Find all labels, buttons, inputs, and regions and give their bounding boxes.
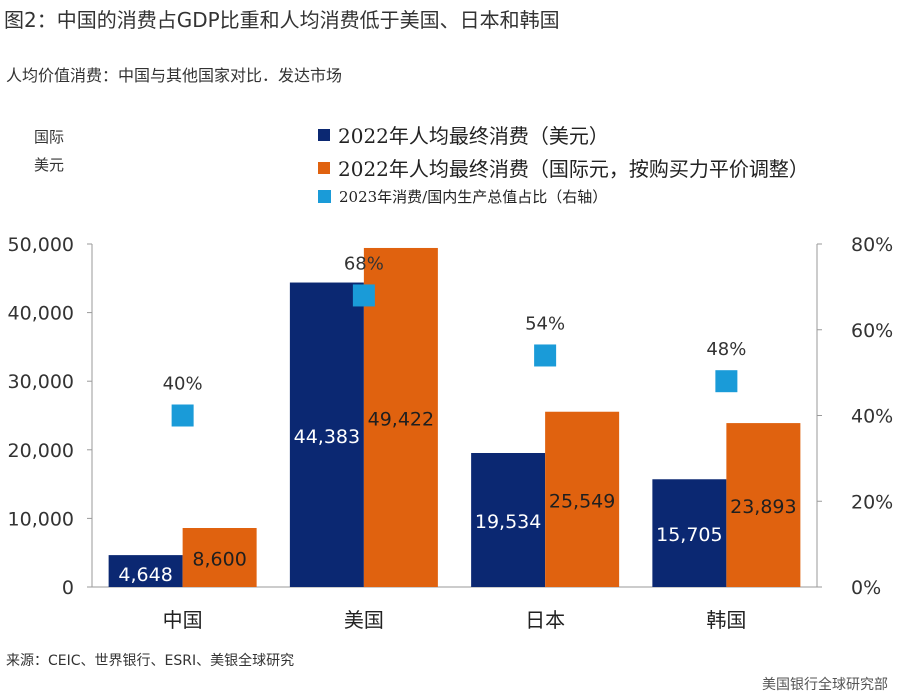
credit-note: 美国银行全球研究部 — [762, 677, 888, 693]
bar-usd — [652, 479, 727, 587]
bar-ppp — [182, 528, 257, 587]
y-right-tick-label: 20% — [851, 491, 893, 513]
bar-usd — [108, 555, 183, 587]
legend-swatch-ppp — [318, 161, 330, 174]
y-right-tick-label: 80% — [851, 234, 893, 256]
bar-usd — [471, 452, 546, 587]
y-right-tick-label: 0% — [851, 577, 881, 599]
gdp-share-label: 40% — [163, 374, 203, 395]
y-left-tick-label: 50,000 — [8, 234, 74, 256]
legend-swatch-gdp-share — [318, 190, 331, 203]
gdp-share-marker — [171, 404, 194, 427]
bar-ppp-label: 25,549 — [549, 490, 615, 512]
source-note: 来源：CEIC、世界银行、ESRI、美银全球研究 — [6, 653, 295, 669]
y-unit-label-line1: 国际 — [34, 128, 65, 146]
bar-ppp — [726, 423, 801, 587]
bar-ppp — [545, 411, 620, 587]
bar-ppp — [363, 247, 438, 587]
bar-usd-label: 19,534 — [475, 511, 541, 533]
legend-item-gdp-share: 2023年消费/国内生产总值占比（右轴） — [318, 186, 809, 207]
y-right-tick-label: 60% — [851, 320, 893, 342]
gdp-share-label: 68% — [344, 253, 384, 274]
legend-label-usd: 2022年人均最终消费（美元） — [338, 124, 609, 148]
y-left-tick-label: 20,000 — [8, 440, 74, 462]
gdp-share-marker — [715, 370, 738, 393]
legend-label-ppp: 2022年人均最终消费（国际元，按购买力平价调整） — [338, 157, 809, 181]
y-unit-label-line2: 美元 — [34, 156, 65, 174]
gdp-share-label: 54% — [525, 313, 565, 334]
legend-swatch-usd — [318, 128, 330, 141]
bar-ppp-label: 8,600 — [192, 549, 246, 571]
legend: 2022年人均最终消费（美元） 2022年人均最终消费（国际元，按购买力平价调整… — [318, 120, 809, 211]
chart-title: 图2：中国的消费占GDP比重和人均消费低于美国、日本和韩国 — [4, 8, 560, 32]
x-tick-label: 美国 — [344, 608, 384, 632]
y-left-tick-label: 10,000 — [8, 508, 74, 530]
x-tick-label: 韩国 — [706, 608, 746, 632]
chart-subtitle: 人均价值消费：中国与其他国家对比．发达市场 — [6, 66, 343, 85]
bar-usd-label: 44,383 — [294, 426, 360, 448]
gdp-share-label: 48% — [706, 339, 746, 360]
y-left-tick-label: 0 — [62, 577, 74, 599]
y-left-tick-label: 30,000 — [8, 371, 74, 393]
y-right-tick-label: 40% — [851, 406, 893, 428]
gdp-share-marker — [534, 344, 557, 367]
gdp-share-marker — [352, 284, 375, 307]
bar-ppp-label: 49,422 — [368, 408, 434, 430]
bar-usd — [289, 282, 364, 587]
bar-usd-label: 15,705 — [656, 524, 722, 546]
legend-item-usd: 2022年人均最终消费（美元） — [318, 120, 809, 149]
bar-ppp-label: 23,893 — [730, 496, 796, 518]
bar-usd-label: 4,648 — [118, 564, 172, 586]
x-tick-label: 日本 — [525, 608, 565, 632]
legend-label-gdp-share: 2023年消费/国内生产总值占比（右轴） — [339, 188, 608, 206]
y-left-tick-label: 40,000 — [8, 303, 74, 325]
legend-item-ppp: 2022年人均最终消费（国际元，按购买力平价调整） — [318, 153, 809, 182]
x-tick-label: 中国 — [163, 608, 203, 632]
